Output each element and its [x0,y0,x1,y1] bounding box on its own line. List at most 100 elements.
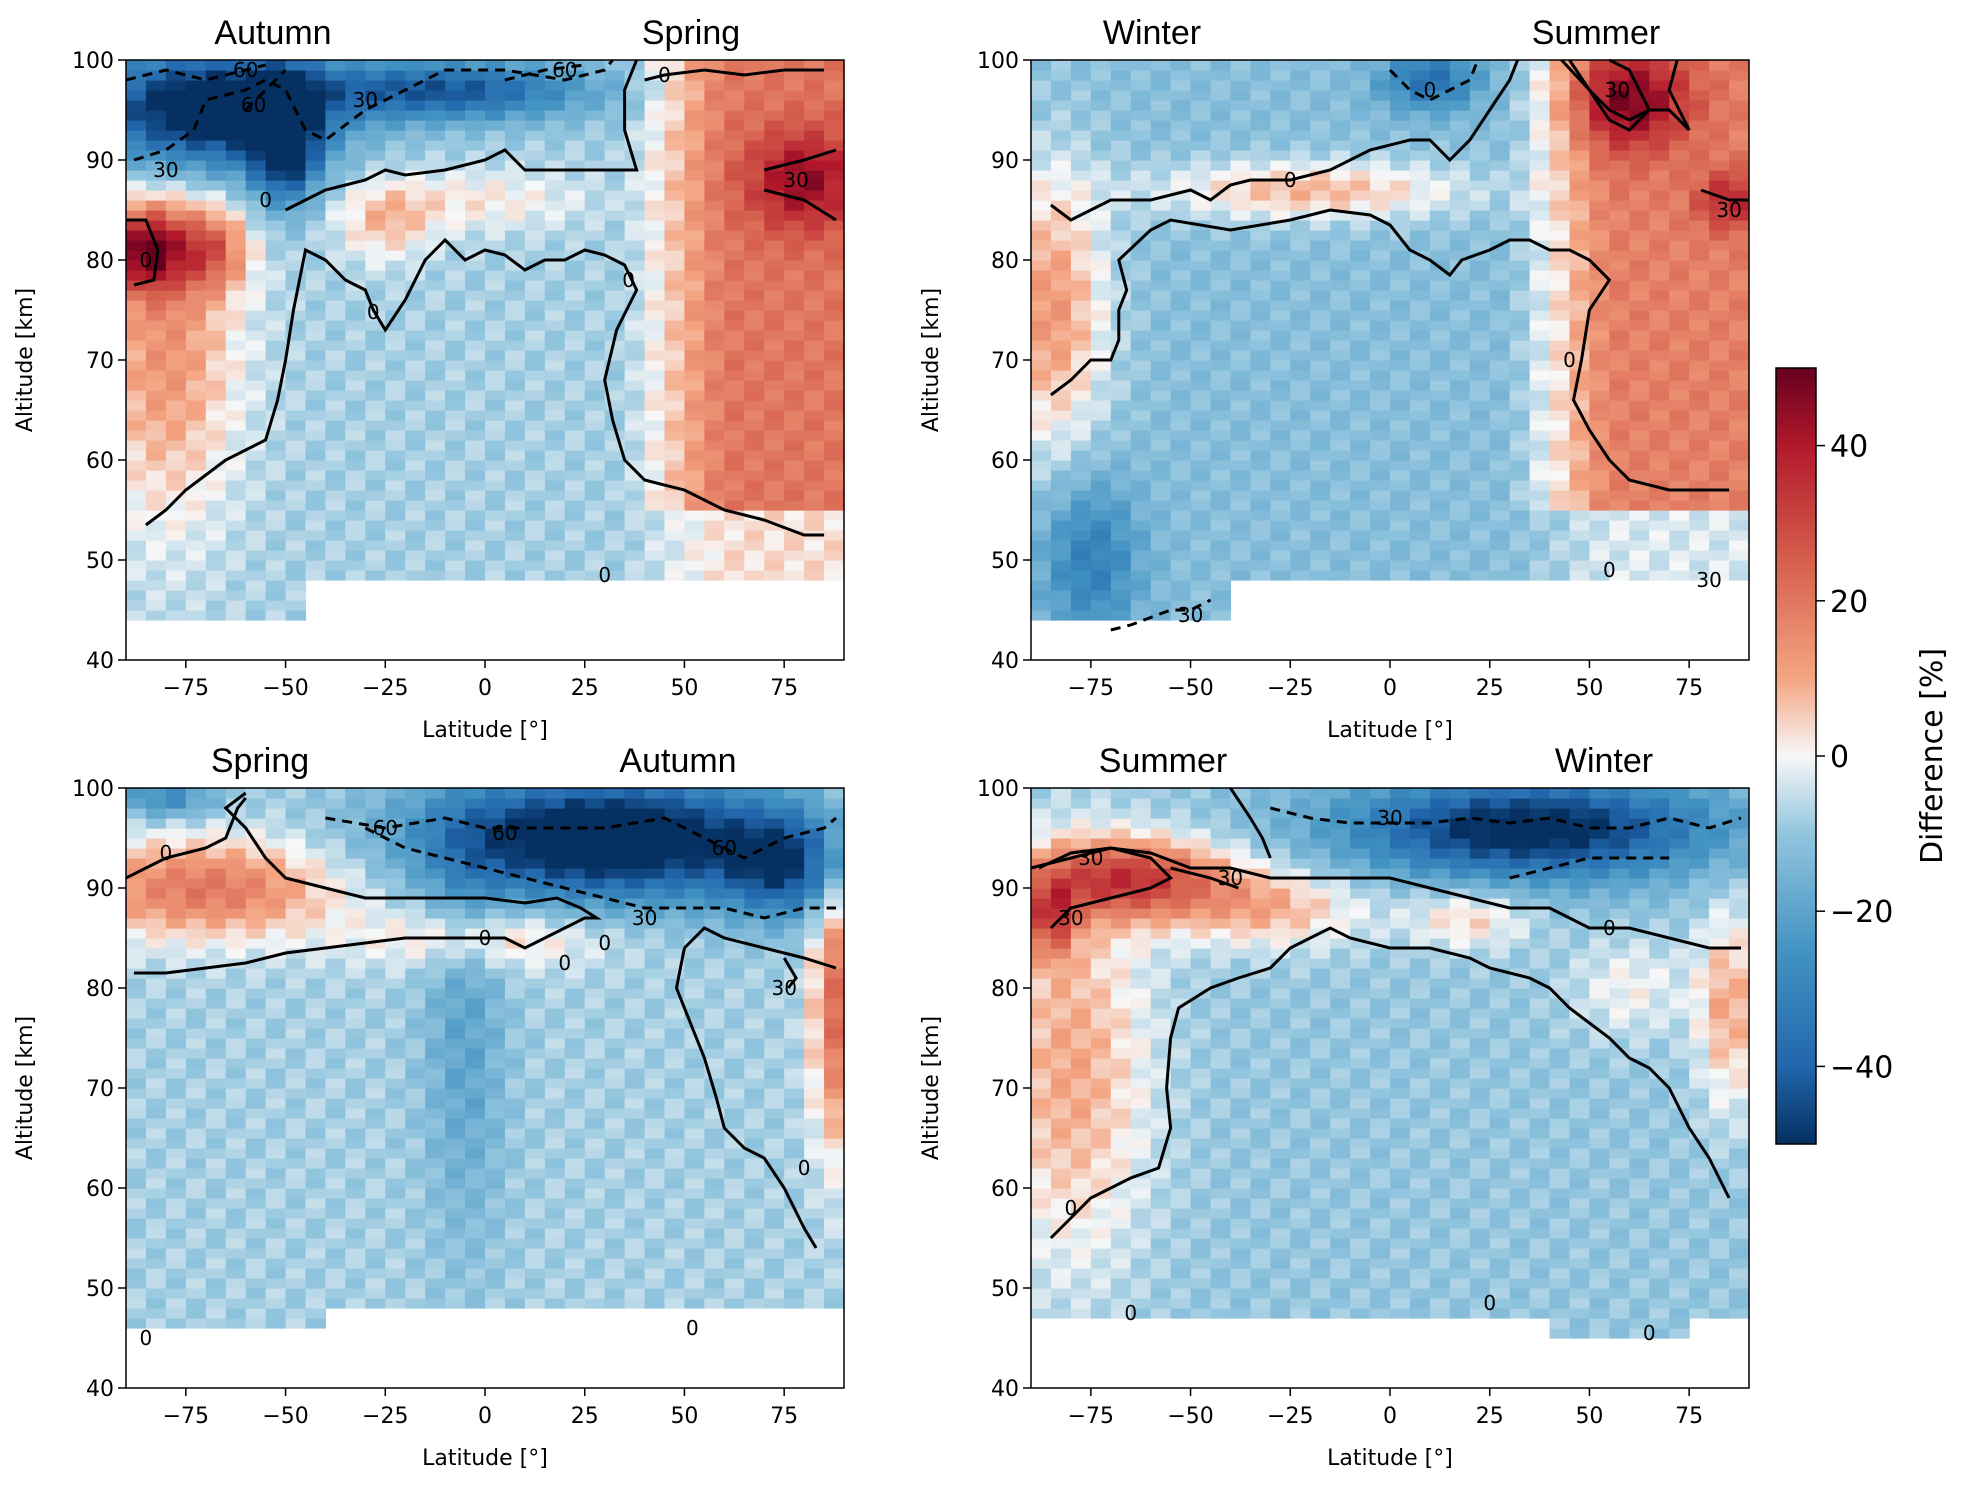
heatmap-cell [225,420,247,431]
heatmap-cell [1569,570,1591,581]
heatmap-cell [445,200,466,211]
heatmap-cell [1429,560,1451,571]
heatmap-cell [1150,320,1172,331]
heatmap-cell [544,240,566,251]
heatmap-cell [1031,240,1052,251]
heatmap-cell [584,80,606,91]
heatmap-cell [1210,330,1232,341]
heatmap-cell [405,958,426,969]
heatmap-cell [784,440,805,451]
heatmap-cell [1031,530,1052,541]
heatmap-cell [1649,500,1670,511]
heatmap-cell [1130,160,1152,171]
heatmap-cell [1190,240,1212,251]
heatmap-cell [1090,230,1112,241]
heatmap-cell [465,1108,486,1119]
heatmap-cell [544,100,566,111]
heatmap-cell [465,170,486,181]
heatmap-cell [1529,280,1551,291]
heatmap-cell [764,270,785,281]
heatmap-cell [1270,290,1291,301]
heatmap-cell [345,230,366,241]
heatmap-cell [564,420,586,431]
heatmap-cell [1489,290,1511,301]
heatmap-cell [1090,300,1112,311]
heatmap-cell [365,1218,386,1229]
heatmap-cell [1250,90,1271,101]
heatmap-cell [1350,340,1371,351]
heatmap-cell [345,1198,366,1209]
heatmap-cell [1469,270,1491,281]
heatmap-cell [405,440,426,451]
heatmap-cell [804,160,825,171]
heatmap-cell [1609,480,1630,491]
heatmap-cell [365,60,386,71]
heatmap-cell [265,290,287,301]
heatmap-cell [285,140,307,151]
heatmap-cell [445,868,466,879]
heatmap-cell [145,570,167,581]
heatmap-cell [485,200,506,211]
heatmap-cell [145,1128,167,1139]
heatmap-cell [724,130,745,141]
heatmap-cell [584,450,606,461]
heatmap-cell [1090,390,1112,401]
heatmap-cell [145,1308,167,1319]
heatmap-cell [485,310,506,321]
heatmap-cell [1729,100,1750,111]
heatmap-cell [504,948,526,959]
heatmap-cell [1589,550,1610,561]
heatmap-cell [126,560,147,571]
heatmap-cell [1549,170,1571,181]
heatmap-cell [1031,320,1052,331]
heatmap-cell [504,1078,526,1089]
heatmap-cell [1390,480,1411,491]
heatmap-cell [205,130,227,141]
heatmap-cell [1609,560,1630,571]
heatmap-cell [1689,250,1710,261]
heatmap-cell [445,480,466,491]
heatmap-cell [1649,440,1670,451]
heatmap-cell [1230,160,1251,171]
heatmap-cell [385,1228,406,1239]
heatmap-cell [425,450,446,461]
heatmap-cell [126,1028,147,1039]
heatmap-cell [1170,570,1192,581]
heatmap-cell [465,420,486,431]
heatmap-cell [1669,280,1690,291]
heatmap-cell [365,360,386,371]
heatmap-cell [325,510,346,521]
heatmap-cell [1589,460,1610,471]
heatmap-cell [564,120,586,131]
heatmap-cell [1489,350,1511,361]
heatmap-cell [1210,450,1232,461]
heatmap-cell [385,360,406,371]
heatmap-cell [1050,360,1072,371]
heatmap-cell [1729,180,1750,191]
heatmap-cell [824,410,845,421]
heatmap-cell [1529,380,1551,391]
heatmap-cell [1469,360,1491,371]
heatmap-cell [205,908,227,919]
heatmap-cell [504,260,526,271]
heatmap-cell [1230,180,1251,191]
heatmap-cell [1170,200,1192,211]
heatmap-cell [784,290,805,301]
heatmap-cell [325,490,346,501]
heatmap-cell [604,390,626,401]
heatmap-cell [365,330,386,341]
heatmap-cell [1629,330,1650,341]
heatmap-cell [1489,140,1511,151]
heatmap-cell [165,1188,187,1199]
heatmap-cell [225,480,247,491]
heatmap-cell [205,490,227,501]
heatmap-cell [1150,580,1172,591]
heatmap-cell [524,90,546,101]
heatmap-cell [1250,400,1271,411]
heatmap-cell [365,1138,386,1149]
heatmap-cell [165,1048,187,1059]
heatmap-cell [285,590,307,601]
heatmap-cell [1729,420,1750,431]
heatmap-cell [1709,430,1730,441]
heatmap-cell [325,1098,346,1109]
